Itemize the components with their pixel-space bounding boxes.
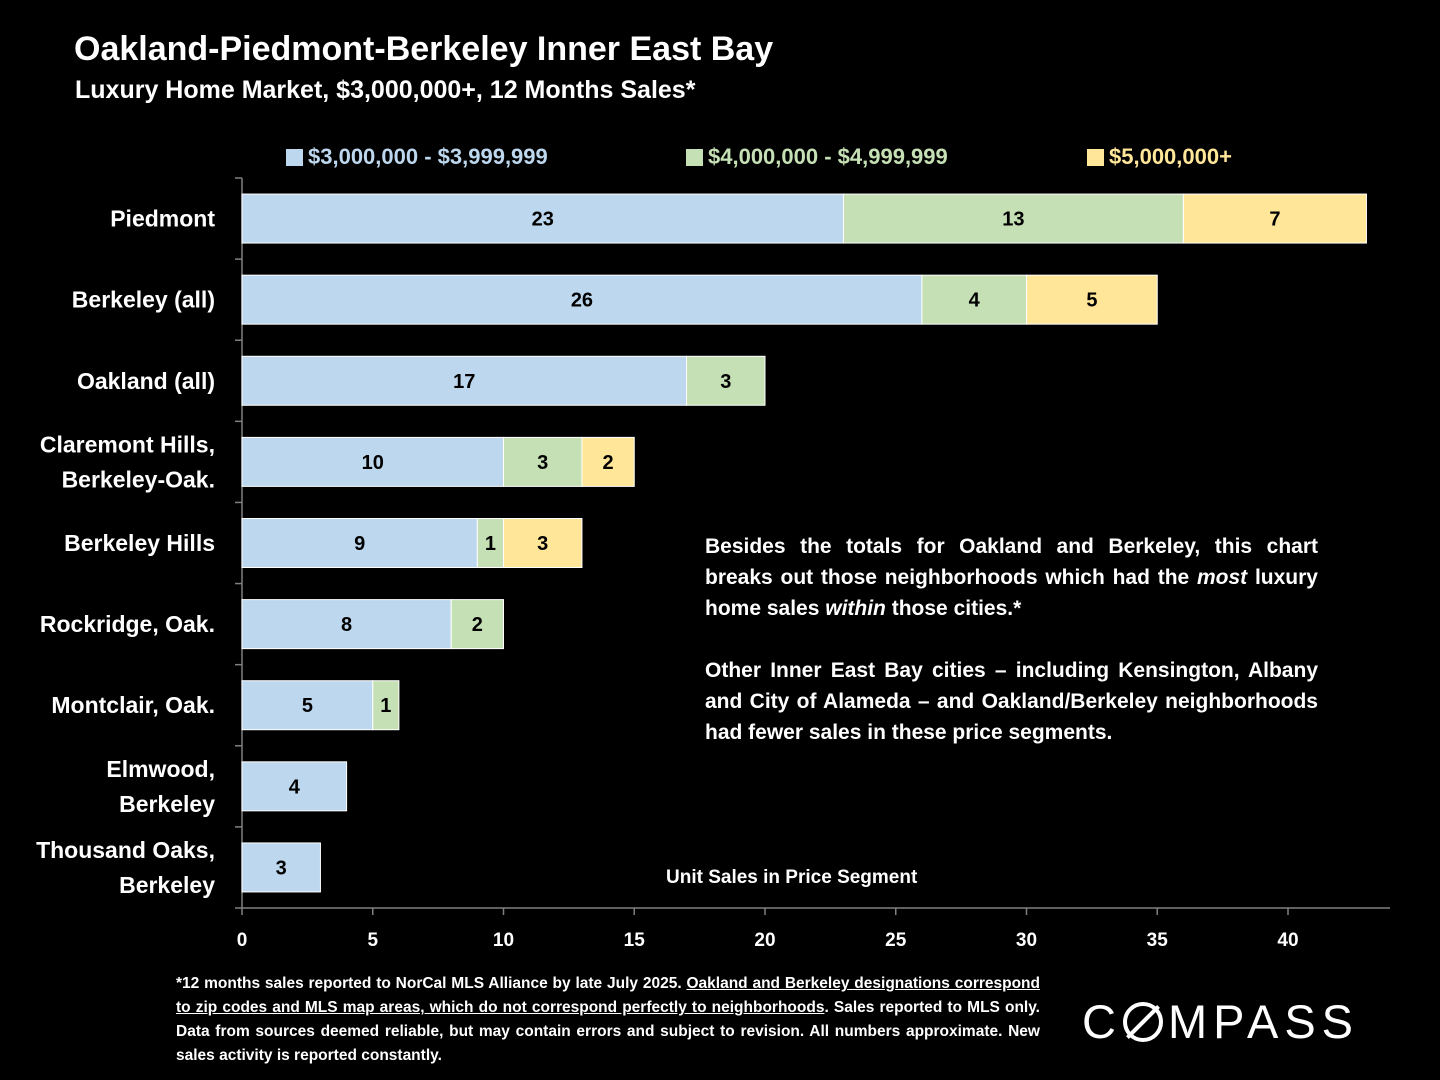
bar-segment [450,599,505,650]
bar-segment [241,355,688,406]
logo-text: MPASS [1167,995,1360,1048]
logo-text: C [1082,995,1122,1048]
legend-label-4m-5m: $4,000,000 - $4,999,999 [708,144,948,169]
x-tick-label: 40 [1277,930,1298,951]
bar-value-label: 26 [571,290,593,312]
annotation-text: Besides the totals for Oakland and Berke… [705,535,1318,589]
category-label: Berkeley-Oak. [62,466,215,492]
bar-value-label: 4 [289,776,301,798]
compass-logo: C MPASS [1082,994,1359,1049]
annotation-text: those cities.* [885,597,1022,620]
bar-value-label: 1 [485,533,496,555]
x-tick-label: 20 [754,930,775,951]
bar-value-label: 9 [354,533,365,555]
bar-value-label: 3 [276,857,287,879]
bar-segment [476,518,505,568]
bar-value-label: 2 [603,452,614,474]
category-label: Piedmont [110,206,215,232]
bar-segment [241,842,321,893]
legend-label-3m-4m: $3,000,000 - $3,999,999 [308,144,548,169]
category-label: Berkeley [119,791,215,817]
bar-segment [241,599,452,650]
footnote: *12 months sales reported to NorCal MLS … [176,972,1040,1068]
chart-title: Oakland-Piedmont-Berkeley Inner East Bay [74,30,774,68]
category-label: Claremont Hills, [40,431,215,457]
bar-segment [241,274,923,325]
category-label: Berkeley Hills [64,530,215,556]
legend-swatch-4m-5m [686,148,703,166]
bar-segment [921,274,1028,325]
bar-segment [241,680,374,731]
bar-value-label: 23 [532,209,554,231]
category-label: Berkeley [119,872,215,898]
x-tick-label: 35 [1147,930,1169,951]
bar-value-label: 2 [472,614,483,636]
category-label: Montclair, Oak. [51,692,215,718]
category-label: Elmwood, [106,756,215,782]
x-tick-label: 0 [237,930,248,951]
bar-segment [241,761,348,812]
x-tick-label: 15 [624,930,646,951]
bar-segment [686,355,766,406]
bar-value-label: 17 [453,371,475,393]
bar-segment [241,518,478,568]
bar-segment [503,436,583,487]
bar-segment [1026,274,1158,325]
x-tick-label: 30 [1016,930,1037,951]
bar-value-label: 5 [302,695,313,717]
category-label: Oakland (all) [77,368,215,394]
bar-segment [241,193,844,244]
legend-item-3m-4m: $3,000,000 - $3,999,999 [286,142,548,172]
bar-value-label: 7 [1269,209,1280,231]
annotation-paragraph-1: Besides the totals for Oakland and Berke… [705,531,1318,624]
bar-value-label: 3 [537,533,548,555]
bar-segment [372,680,400,731]
bar-segment [503,518,583,568]
legend-swatch-5m-plus [1087,148,1104,166]
legend-item-5m-plus: $5,000,000+ [1087,142,1232,172]
bar-value-label: 3 [537,452,548,474]
annotation-text: luxury home sales [705,566,1318,620]
legend-swatch-3m-4m [286,148,303,166]
category-label: Thousand Oaks, [36,837,215,863]
chart-subtitle: Luxury Home Market, $3,000,000+, 12 Mont… [75,76,696,104]
category-label: Berkeley (all) [72,287,215,313]
footnote-text: . Sales reported to MLS only. Data from … [176,999,1040,1064]
logo-o-mark [1122,1001,1163,1042]
x-axis-label: Unit Sales in Price Segment [666,867,918,888]
x-tick-label: 10 [493,930,514,951]
bar-segment [241,436,504,487]
bar-value-label: 10 [362,452,384,474]
bar-value-label: 8 [341,614,352,636]
bar-segment [1182,193,1367,244]
chart-annotation: Besides the totals for Oakland and Berke… [705,531,1318,779]
annotation-emphasis: within [825,597,886,620]
legend-label-5m-plus: $5,000,000+ [1109,144,1232,169]
bar-value-label: 3 [720,371,731,393]
footnote-underlined-text: Oakland and Berkeley designations corres… [176,975,1040,1016]
bar-segment [581,436,635,487]
x-tick-label: 5 [367,930,378,951]
footnote-text: *12 months sales reported to NorCal MLS … [176,975,687,992]
bar-segment [842,193,1184,244]
legend-item-4m-5m: $4,000,000 - $4,999,999 [686,142,948,172]
bar-value-label: 1 [380,695,391,717]
category-label: Rockridge, Oak. [40,611,215,637]
x-tick-label: 25 [885,930,907,951]
annotation-paragraph-2: Other Inner East Bay cities – including … [705,659,1318,744]
annotation-emphasis: most [1197,566,1248,589]
bar-value-label: 5 [1086,290,1097,312]
bar-value-label: 13 [1002,209,1024,231]
bar-value-label: 4 [969,290,981,312]
